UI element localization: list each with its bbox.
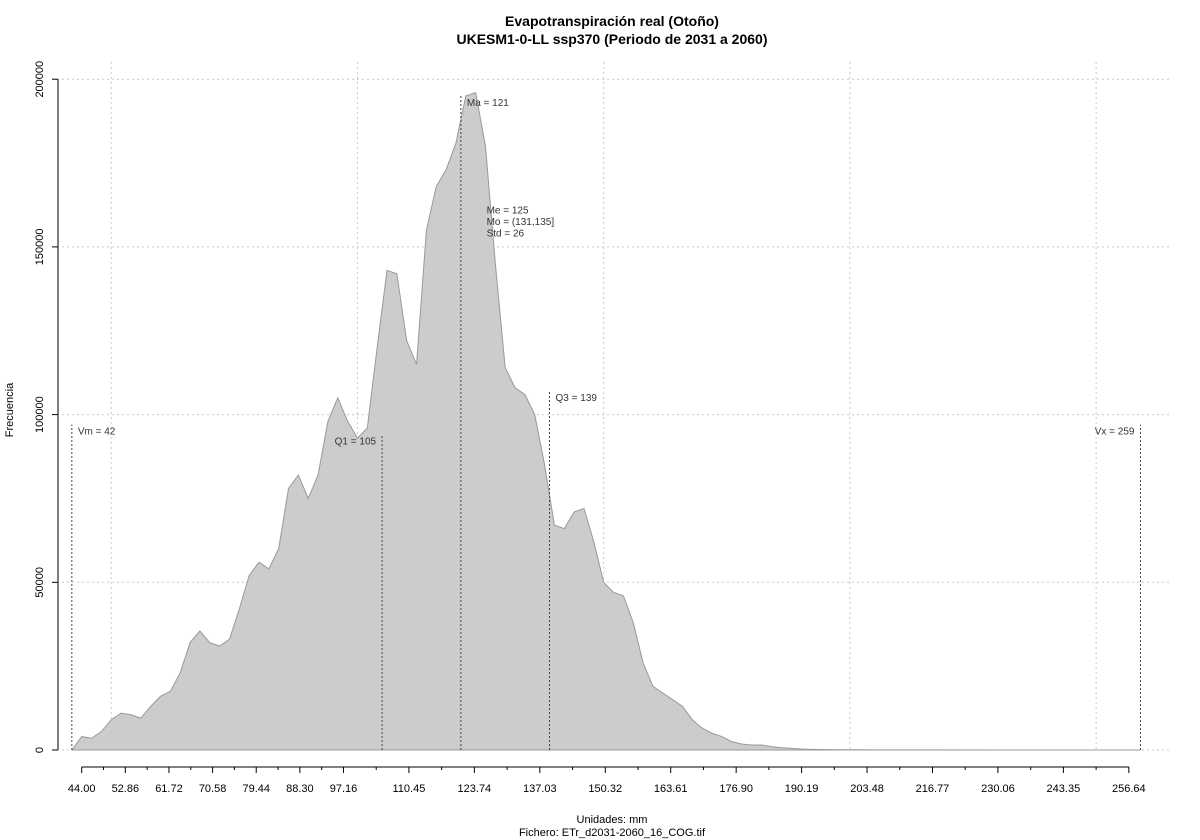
stats-line: Mo = (131,135] <box>487 217 555 228</box>
x-tick-label: 163.61 <box>654 783 688 795</box>
x-tick-label: 256.64 <box>1112 783 1146 795</box>
x-tick-label: 61.72 <box>155 783 183 795</box>
y-tick-label: 200000 <box>34 61 46 98</box>
y-axis: 0 50000 100000 150000 200000 <box>34 61 59 753</box>
y-tick-label: 150000 <box>34 229 46 266</box>
x-tick-label: 44.00 <box>68 783 96 795</box>
reference-lines: Vm = 42 Q1 = 105 Ma = 121 Q3 = 139 Vx = 259 <box>71 95 1141 750</box>
stats-line: Me = 125 <box>487 205 529 216</box>
chart-title: Evapotranspiración real (Otoño) <box>505 13 719 29</box>
x-tick-label: 216.77 <box>916 783 950 795</box>
footer-filename: Fichero: ETr_d2031-2060_16_COG.tif <box>519 827 706 839</box>
x-tick-label: 97.16 <box>330 783 358 795</box>
x-tick-label: 243.35 <box>1047 783 1081 795</box>
x-tick-label: 88.30 <box>286 783 314 795</box>
x-tick-label: 150.32 <box>588 783 622 795</box>
y-tick-label: 50000 <box>34 567 46 598</box>
y-tick-label: 100000 <box>34 396 46 433</box>
ref-label-vm: Vm = 42 <box>78 427 116 438</box>
y-tick-label: 0 <box>34 747 46 753</box>
y-axis-label: Frecuencia <box>4 382 16 437</box>
ref-label-q1: Q1 = 105 <box>335 437 377 448</box>
ref-label-ma: Ma = 121 <box>467 98 509 109</box>
ref-label-vx: Vx = 259 <box>1095 427 1135 438</box>
chart-subtitle: UKESM1-0-LL ssp370 (Periodo de 2031 a 20… <box>457 31 768 47</box>
x-tick-label: 52.86 <box>112 783 140 795</box>
stats-line: Std = 26 <box>487 228 525 239</box>
x-tick-label: 230.06 <box>981 783 1015 795</box>
x-tick-label: 70.58 <box>199 783 227 795</box>
x-tick-label: 176.90 <box>719 783 753 795</box>
x-axis-label: Unidades: mm <box>577 814 648 826</box>
density-area <box>71 91 1141 751</box>
x-tick-label: 137.03 <box>523 783 557 795</box>
ref-label-q3: Q3 = 139 <box>556 393 598 404</box>
x-axis: 44.00 52.86 61.72 70.58 79.44 88.30 97.16 110.4… <box>68 766 1146 795</box>
x-tick-label: 190.19 <box>785 783 819 795</box>
x-tick-label: 123.74 <box>458 783 492 795</box>
x-tick-label: 203.48 <box>850 783 884 795</box>
x-tick-label: 110.45 <box>393 783 426 795</box>
x-tick-label: 79.44 <box>242 783 270 795</box>
